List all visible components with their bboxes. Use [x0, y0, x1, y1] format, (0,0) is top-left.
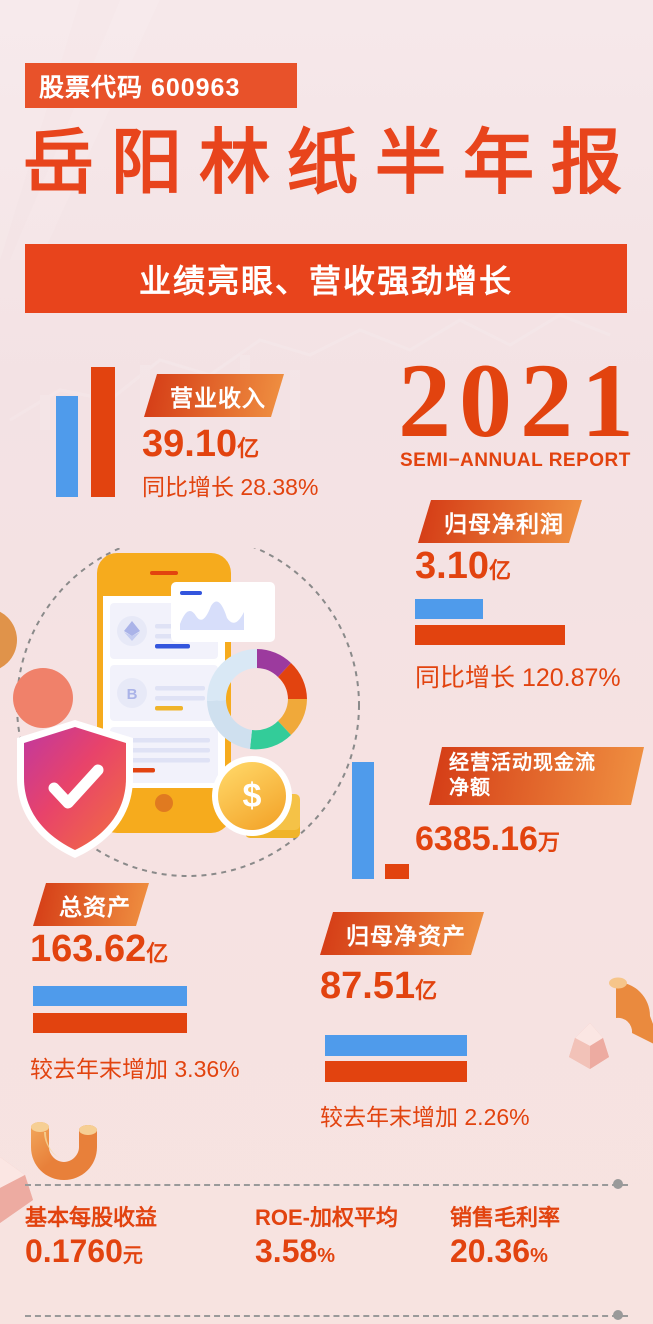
svg-text:$: $: [243, 777, 262, 815]
svg-text:B: B: [127, 686, 138, 703]
